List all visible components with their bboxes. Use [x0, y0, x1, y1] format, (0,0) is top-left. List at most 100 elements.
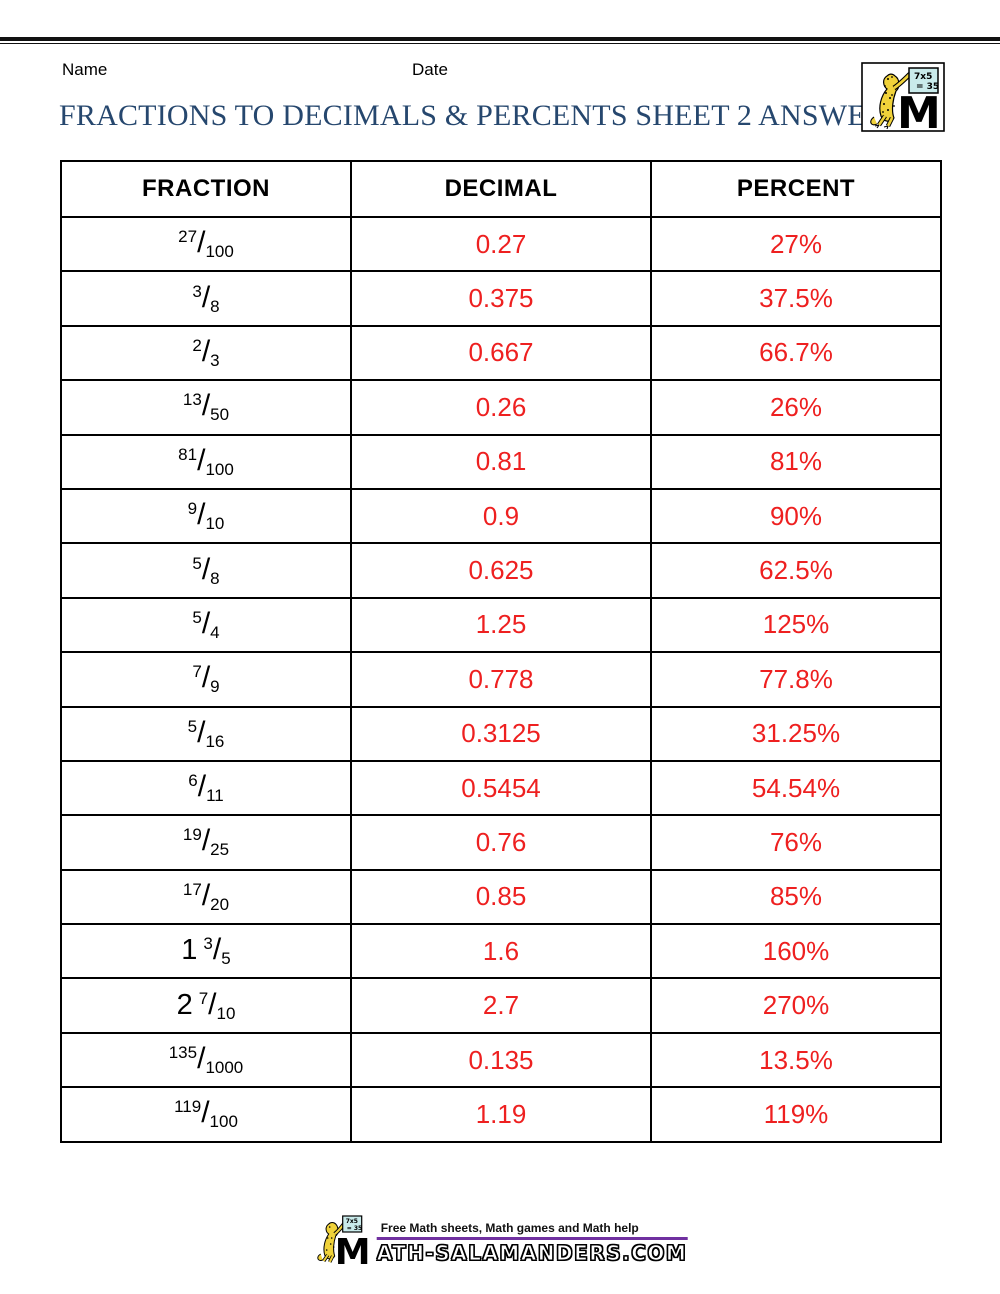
decimal-cell: 0.9: [350, 487, 652, 545]
fraction-denominator: 10: [216, 1003, 236, 1023]
table-row: 6/11 0.5454 54.54%: [60, 759, 942, 817]
footer-brand: M 7x5 = 35 Free Math sheets, Math gam: [313, 1214, 688, 1266]
fraction-cell: 27/100: [60, 215, 352, 273]
fraction-cell: 2/3: [60, 324, 352, 382]
board-line2: = 35: [347, 1225, 362, 1232]
table-row: 19/25 0.76 76%: [60, 814, 942, 871]
fraction-numerator: 3: [203, 934, 213, 954]
fraction-value: 7/9: [192, 661, 219, 696]
percent-value: 119%: [763, 1098, 829, 1129]
fraction-numerator: 119: [174, 1097, 202, 1117]
fraction-numerator: 81: [178, 444, 198, 464]
footer-text-block: Free Math sheets, Math games and Math he…: [376, 1221, 688, 1266]
table-row: 5/8 0.625 62.5%: [60, 542, 942, 599]
decimal-value: 0.27: [475, 228, 527, 259]
m-letter: M: [897, 88, 941, 132]
percent-cell: 85%: [650, 868, 942, 926]
whiteboard-icon: 7x5 = 35: [908, 67, 939, 94]
fraction-slash: /: [208, 987, 217, 1021]
percent-value: 26%: [769, 391, 823, 422]
fraction-denominator: 50: [210, 405, 230, 425]
percent-cell: 26%: [650, 379, 942, 436]
fraction-denominator: 5: [221, 949, 231, 969]
percent-cell: 27%: [650, 215, 942, 273]
percent-value: 125%: [762, 609, 830, 640]
table-row: 7/9 0.778 77.8%: [60, 651, 942, 708]
percent-value: 81%: [769, 446, 823, 477]
fraction-denominator: 3: [210, 350, 220, 370]
fraction-slash: /: [201, 389, 211, 423]
percent-cell: 54.54%: [650, 759, 942, 817]
fraction-denominator: 8: [210, 296, 220, 316]
decimal-cell: 1.6: [350, 923, 652, 980]
fraction-value: 5/8: [192, 553, 219, 588]
footer-logo: M 7x5 = 35: [317, 1215, 371, 1266]
column-header-percent: PERCENT: [650, 160, 942, 218]
fraction-whole: 2: [176, 988, 193, 1021]
fraction-cell: 2 7/10: [60, 977, 352, 1034]
fraction-slash: /: [201, 1096, 210, 1130]
decimal-value: 0.81: [475, 446, 527, 477]
percent-cell: 13.5%: [650, 1031, 942, 1089]
fraction-value: 5/16: [188, 716, 225, 751]
fraction-slash: /: [201, 661, 211, 695]
table-row: 17/20 0.85 85%: [60, 868, 942, 926]
percent-cell: 77.8%: [650, 651, 942, 708]
conversion-table: FRACTION DECIMAL PERCENT 27/100 0.27 27%…: [60, 160, 942, 1143]
fraction-denominator: 100: [209, 1112, 238, 1132]
fraction-slash: /: [197, 770, 207, 804]
decimal-cell: 0.5454: [350, 759, 652, 817]
fraction-cell: 3/8: [60, 270, 352, 327]
fraction-numerator: 135: [168, 1043, 198, 1063]
board-line1: 7x5: [346, 1218, 358, 1225]
fraction-value: 13/50: [183, 389, 229, 424]
fraction-cell: 119/100: [60, 1086, 352, 1143]
fraction-cell: 1 3/5: [60, 923, 352, 980]
fraction-numerator: 9: [187, 499, 198, 519]
fraction-cell: 135/1000: [60, 1031, 352, 1089]
fraction-denominator: 4: [210, 622, 220, 642]
percent-cell: 160%: [650, 923, 942, 980]
fraction-value: 119/100: [174, 1096, 238, 1131]
decimal-value: 0.5454: [461, 772, 541, 803]
footer-wordmark: ATH-SALAMANDERS.COM: [376, 1240, 688, 1265]
fraction-numerator: 19: [182, 825, 202, 845]
fraction-slash: /: [201, 334, 211, 368]
percent-value: 54.54%: [751, 772, 841, 803]
table-body: 27/100 0.27 27% 3/8 0.375 37.5% 2/3: [60, 215, 942, 1143]
fraction-slash: /: [197, 226, 206, 260]
percent-value: 160%: [762, 935, 830, 966]
fraction-cell: 7/9: [60, 651, 352, 708]
percent-value: 62.5%: [759, 555, 833, 586]
decimal-value: 0.625: [468, 555, 534, 586]
table-row: 5/16 0.3125 31.25%: [60, 705, 942, 762]
fraction-value: 6/11: [188, 770, 223, 805]
fraction-value: 9/10: [188, 498, 225, 533]
table-row: 5/4 1.25 125%: [60, 596, 942, 654]
percent-value: 66.7%: [759, 337, 833, 368]
decimal-cell: 0.26: [350, 379, 652, 436]
column-header-label: FRACTION: [142, 175, 270, 202]
fraction-cell: 5/16: [60, 705, 352, 762]
table-row: 13/50 0.26 26%: [60, 379, 942, 436]
fraction-numerator: 5: [192, 607, 202, 627]
decimal-cell: 0.778: [350, 651, 652, 708]
fraction-cell: 5/8: [60, 542, 352, 599]
fraction-numerator: 13: [182, 390, 202, 410]
board-line2: = 35: [916, 82, 939, 92]
fraction-slash: /: [197, 1042, 206, 1076]
decimal-value: 0.85: [475, 881, 527, 912]
percent-cell: 119%: [650, 1086, 942, 1143]
fraction-denominator: 20: [210, 894, 230, 914]
fraction-cell: 5/4: [60, 596, 352, 654]
table-row: 27/100 0.27 27%: [60, 215, 942, 273]
fraction-cell: 9/10: [60, 487, 352, 545]
fraction-numerator: 6: [188, 771, 198, 791]
table-row: 2/3 0.667 66.7%: [60, 324, 942, 382]
fraction-numerator: 3: [192, 281, 202, 301]
column-header-label: DECIMAL: [444, 175, 558, 202]
decimal-cell: 0.667: [350, 324, 652, 382]
fraction-numerator: 7: [192, 662, 202, 682]
fraction-numerator: 7: [198, 988, 209, 1008]
